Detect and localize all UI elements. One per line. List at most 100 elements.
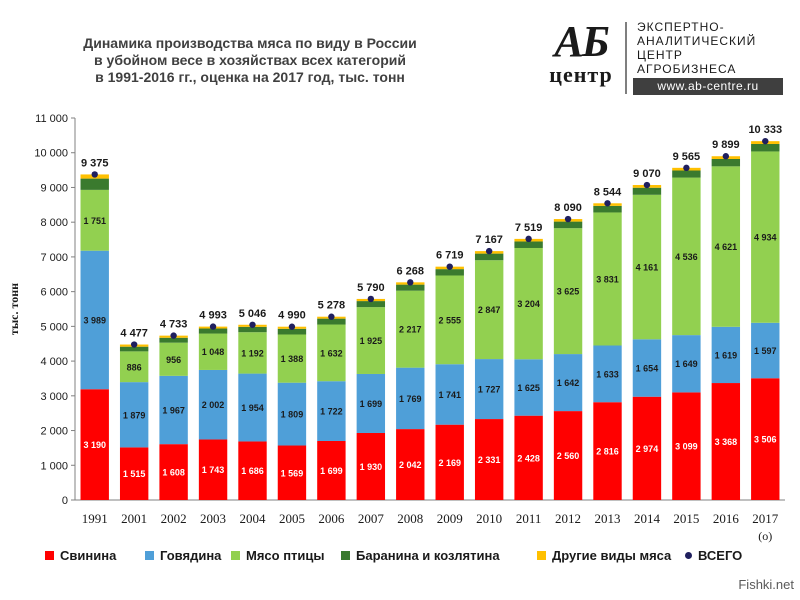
- total-label: 5 790: [357, 282, 385, 294]
- bar-segment: [751, 378, 780, 500]
- legend-swatch: [45, 551, 54, 560]
- bar-segment: [672, 177, 701, 336]
- chart-title-line-1: Динамика производства мяса по виду в Рос…: [83, 35, 417, 51]
- total-label: 7 167: [475, 234, 503, 246]
- bar-segment: [238, 373, 267, 442]
- bar-segment: [474, 359, 504, 420]
- bar-segment: [317, 324, 346, 382]
- bar-segment: [198, 333, 228, 370]
- logo-text-line-3: ЦЕНТР: [637, 48, 683, 62]
- bar-segment: [751, 143, 780, 152]
- total-label: 6 268: [397, 265, 425, 277]
- x-tick-label: 2005: [279, 511, 305, 526]
- bar-segment: [435, 364, 464, 425]
- total-marker: [525, 235, 532, 243]
- legend-label: Говядина: [160, 548, 222, 563]
- data-label: 2 847: [478, 305, 501, 315]
- y-tick-label: 11 000: [35, 113, 68, 125]
- total-marker: [446, 263, 453, 270]
- data-label: 2 974: [636, 444, 659, 454]
- x-tick-label: 2002: [161, 511, 187, 526]
- bar-segment: [198, 439, 228, 500]
- legend-swatch: [145, 551, 154, 560]
- data-label: 1 699: [360, 399, 383, 409]
- data-label: 2 428: [517, 453, 540, 463]
- data-label: 1 809: [281, 410, 304, 420]
- legend-label: Свинина: [60, 548, 117, 563]
- x-tick-label: 2008: [397, 511, 423, 526]
- data-label: 2 560: [557, 451, 580, 461]
- bar-segment: [356, 432, 386, 500]
- bar-segment: [711, 326, 741, 384]
- data-label: 3 625: [557, 287, 580, 297]
- bar-segment: [159, 342, 188, 376]
- total-marker: [683, 164, 690, 172]
- bar-segment: [119, 382, 149, 448]
- chart-title-line-2: в убойном весе в хозяйствах всех категор…: [94, 52, 406, 68]
- legend-swatch: [537, 551, 546, 560]
- bar-segment: [711, 383, 741, 500]
- legend-label: ВСЕГО: [698, 548, 743, 563]
- y-tick-label: 0: [62, 495, 68, 507]
- bar-segment: [317, 440, 346, 500]
- bar-segment: [80, 250, 109, 390]
- total-label: 8 090: [554, 202, 582, 214]
- bar-segment: [277, 334, 307, 383]
- y-tick-label: 9 000: [40, 182, 68, 194]
- data-label: 4 621: [715, 242, 738, 252]
- bar-segment: [277, 328, 307, 335]
- total-label: 10 333: [748, 124, 782, 136]
- total-label: 4 993: [199, 310, 227, 322]
- bar-segment: [356, 373, 386, 433]
- bar-segment: [435, 269, 464, 276]
- bar-segment: [514, 359, 543, 416]
- data-label: 3 506: [754, 435, 777, 445]
- total-marker: [288, 323, 296, 330]
- bar-segment: [396, 284, 425, 291]
- total-marker: [249, 321, 256, 328]
- x-tick-label: 2010: [476, 511, 502, 526]
- bar-segment: [396, 290, 425, 368]
- logo-divider: [625, 22, 627, 94]
- total-marker: [604, 200, 611, 207]
- legend-label: Другие виды мяса: [552, 548, 672, 563]
- data-label: 1 743: [202, 465, 225, 475]
- x-tick-label: 2003: [200, 511, 226, 526]
- total-marker: [328, 313, 335, 320]
- legend-swatch: [341, 551, 350, 560]
- bar-segment: [553, 228, 583, 355]
- data-label: 886: [127, 362, 142, 372]
- data-label: 1 625: [517, 383, 540, 393]
- data-label: 2 169: [438, 458, 461, 468]
- x-tick-label: 2015: [673, 511, 699, 526]
- data-label: 1 879: [123, 410, 146, 420]
- x-tick-note: (о): [758, 529, 772, 543]
- bar-segment: [632, 396, 662, 500]
- bar-segment: [356, 301, 386, 308]
- legend-item: Другие виды мяса: [537, 548, 671, 563]
- bar-segment: [159, 337, 188, 343]
- x-tick-label: 2007: [358, 511, 385, 526]
- data-label: 1 515: [123, 469, 146, 479]
- legend-dot: [685, 552, 692, 559]
- legend-item: Баранина и козлятина: [341, 548, 500, 563]
- bar-segment: [711, 158, 741, 167]
- bar-segment: [553, 354, 583, 412]
- x-tick-label: 2017: [752, 511, 779, 526]
- bar-segment: [119, 351, 149, 383]
- legend-swatch: [231, 551, 240, 560]
- bar-segment: [198, 369, 228, 440]
- bar-segment: [672, 335, 701, 393]
- total-label: 4 733: [160, 319, 188, 331]
- bar-segment: [514, 415, 543, 500]
- data-label: 1 608: [162, 468, 185, 478]
- data-label: 1 954: [241, 403, 264, 413]
- logo-text: ЭКСПЕРТНО- АНАЛИТИЧЕСКИЙ ЦЕНТР АГРОБИЗНЕ…: [637, 20, 756, 76]
- bar-segment: [632, 339, 662, 397]
- data-label: 2 555: [438, 315, 461, 325]
- logo-mark: АБ центр: [545, 20, 617, 86]
- y-tick-label: 4 000: [40, 356, 68, 368]
- data-label: 1 642: [557, 378, 580, 388]
- total-marker: [209, 323, 217, 330]
- bar-segment: [396, 367, 425, 430]
